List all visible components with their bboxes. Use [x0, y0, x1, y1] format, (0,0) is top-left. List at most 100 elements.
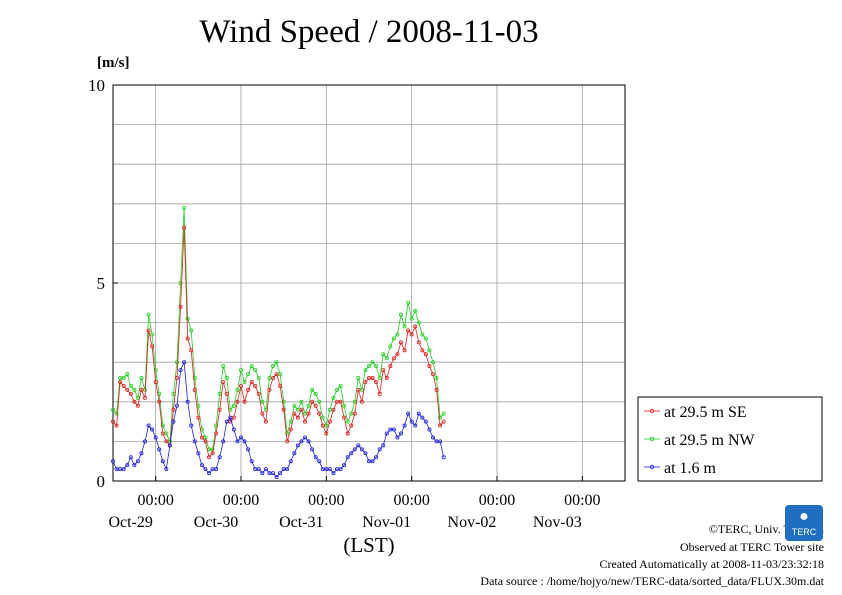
data-point	[285, 431, 290, 436]
series-line	[112, 207, 444, 450]
data-point	[377, 447, 382, 452]
x-tick-date-label: Nov-02	[448, 514, 497, 531]
data-point	[121, 383, 126, 388]
data-point	[135, 459, 140, 464]
data-point	[352, 411, 357, 416]
data-point	[196, 451, 201, 456]
data-point	[398, 431, 403, 436]
data-point	[342, 463, 347, 468]
data-point	[153, 435, 158, 440]
water-drop-icon: ●	[799, 508, 809, 525]
data-point	[260, 411, 265, 416]
data-point	[402, 423, 407, 428]
data-point	[249, 364, 254, 369]
data-point	[306, 411, 311, 416]
data-point	[352, 447, 357, 452]
data-point	[228, 415, 233, 420]
x-tick-date-label: Oct-31	[279, 514, 323, 531]
data-point	[150, 427, 155, 432]
data-point	[359, 447, 364, 452]
data-point	[310, 447, 315, 452]
data-point	[178, 304, 183, 309]
data-point	[182, 205, 187, 210]
legend-box	[637, 396, 823, 482]
data-point	[199, 435, 204, 440]
data-point	[416, 411, 421, 416]
data-point	[416, 340, 421, 345]
data-point	[249, 379, 254, 384]
data-point	[231, 427, 236, 432]
data-point	[128, 383, 133, 388]
data-point	[146, 328, 151, 333]
data-point	[420, 332, 425, 337]
data-point	[331, 395, 336, 400]
data-point	[413, 324, 418, 329]
data-point	[274, 360, 279, 365]
x-axis-label: (LST)	[343, 533, 394, 557]
data-point	[217, 455, 222, 460]
data-point	[359, 399, 364, 404]
data-point	[427, 427, 432, 432]
data-point	[398, 340, 403, 345]
data-point	[420, 415, 425, 420]
observed-at-text: Observed at TERC Tower site	[679, 540, 824, 554]
data-point	[242, 439, 247, 444]
data-point	[395, 435, 400, 440]
data-point	[224, 391, 229, 396]
data-point	[118, 379, 123, 384]
data-point	[214, 467, 219, 472]
data-point	[164, 467, 169, 472]
data-point	[174, 376, 179, 381]
chart-grid	[113, 85, 625, 481]
data-point	[438, 423, 443, 428]
data-point	[406, 300, 411, 305]
data-point	[363, 379, 368, 384]
data-point	[125, 372, 130, 377]
data-point	[139, 376, 144, 381]
terc-logo: ● TERC	[785, 505, 823, 541]
data-point	[214, 423, 219, 428]
x-tick-time-label: 00:00	[137, 492, 173, 509]
data-point	[395, 332, 400, 337]
data-point	[132, 387, 137, 392]
data-point	[324, 431, 329, 436]
data-point	[292, 411, 297, 416]
data-point	[423, 336, 428, 341]
data-point	[253, 368, 258, 373]
data-point	[192, 387, 197, 392]
data-point	[217, 391, 222, 396]
data-point	[167, 443, 172, 448]
data-point	[128, 391, 133, 396]
data-point	[146, 312, 151, 317]
data-point	[281, 407, 286, 412]
data-point	[217, 407, 222, 412]
data-point	[374, 364, 379, 369]
data-point	[132, 399, 137, 404]
data-point	[121, 467, 126, 472]
data-point	[356, 376, 361, 381]
data-point	[185, 316, 190, 321]
data-point	[171, 419, 176, 424]
data-point	[409, 316, 414, 321]
created-timestamp-text: Created Automatically at 2008-11-03/23:3…	[599, 557, 824, 571]
y-tick-label: 10	[88, 76, 105, 95]
data-point	[406, 411, 411, 416]
data-point	[377, 391, 382, 396]
x-tick-time-label: 00:00	[479, 492, 515, 509]
data-point	[434, 387, 439, 392]
data-point	[111, 407, 116, 412]
data-point	[381, 352, 386, 357]
data-point	[299, 407, 304, 412]
data-point	[128, 455, 133, 460]
data-point	[132, 463, 137, 468]
data-point	[302, 435, 307, 440]
data-point	[331, 471, 336, 476]
data-point	[317, 411, 322, 416]
data-point	[420, 348, 425, 353]
data-point	[434, 376, 439, 381]
data-point	[146, 423, 151, 428]
x-tick-date-label: Nov-01	[362, 514, 411, 531]
data-point	[327, 419, 332, 424]
data-point	[263, 467, 268, 472]
data-point	[374, 379, 379, 384]
